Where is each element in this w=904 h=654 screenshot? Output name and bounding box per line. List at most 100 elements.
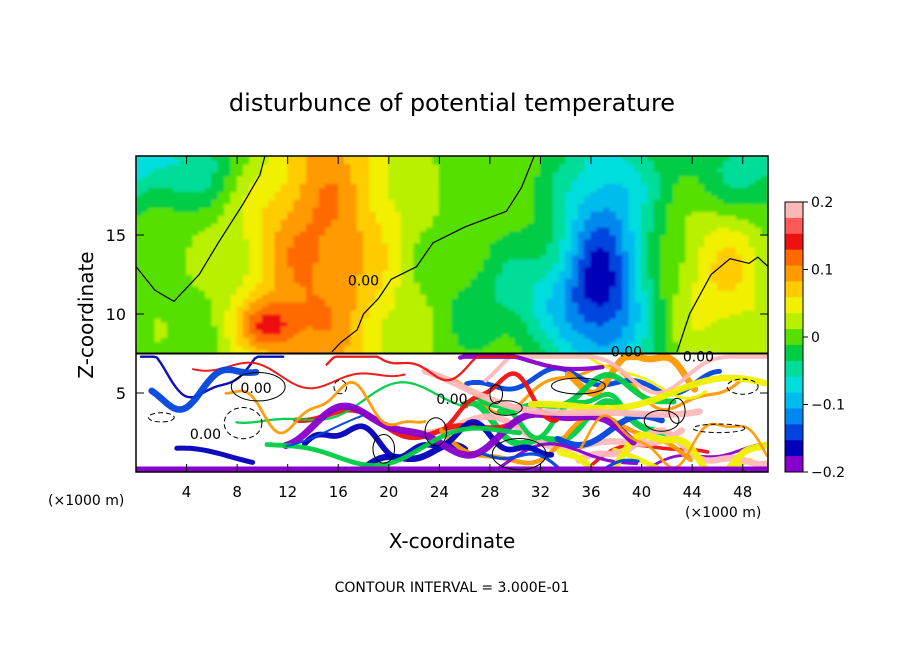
field-cell	[141, 206, 150, 212]
field-cell	[628, 191, 636, 196]
field-cell	[483, 317, 491, 323]
field-cell	[735, 262, 744, 268]
field-cell	[451, 191, 459, 196]
field-cell	[679, 222, 687, 228]
field-cell	[457, 277, 466, 283]
field-cell	[249, 317, 257, 323]
field-cell	[723, 218, 731, 224]
field-cell	[603, 345, 611, 351]
field-cell	[729, 281, 737, 287]
field-cell	[464, 202, 472, 208]
field-cell	[697, 234, 706, 240]
field-cell	[306, 246, 314, 252]
field-cell	[192, 274, 200, 279]
field-cell	[179, 341, 188, 347]
field-cell	[445, 210, 453, 216]
field-cell	[546, 281, 554, 287]
field-cell	[312, 289, 320, 295]
field-cell	[293, 226, 301, 232]
field-cell	[710, 156, 718, 161]
field-cell	[217, 156, 225, 161]
field-cell	[697, 293, 706, 299]
field-cell	[742, 159, 750, 165]
field-cell	[590, 254, 598, 260]
field-cell	[609, 274, 617, 279]
field-cell	[381, 274, 390, 279]
field-cell	[141, 325, 150, 331]
field-cell	[679, 317, 687, 323]
field-cell	[242, 281, 251, 287]
field-cell	[571, 226, 579, 232]
field-cell	[666, 305, 674, 311]
field-cell	[400, 214, 409, 220]
field-cell	[634, 222, 643, 228]
field-cell	[173, 198, 181, 204]
field-cell	[356, 313, 365, 319]
field-cell	[388, 309, 396, 315]
field-cell	[483, 270, 491, 275]
field-cell	[628, 341, 636, 347]
field-cell	[413, 226, 421, 232]
field-cell	[160, 274, 169, 279]
field-cell	[748, 179, 756, 185]
field-cell	[697, 337, 706, 343]
field-cell	[375, 349, 383, 354]
field-cell	[413, 195, 421, 200]
field-cell	[697, 218, 706, 224]
field-cell	[167, 195, 175, 200]
field-cell	[552, 313, 560, 319]
field-cell	[160, 337, 169, 343]
field-cell	[697, 183, 706, 189]
field-cell	[565, 329, 573, 335]
field-cell	[622, 187, 630, 193]
field-cell	[464, 325, 472, 331]
field-cell	[293, 191, 301, 196]
field-cell	[344, 305, 352, 311]
field-cell	[381, 258, 390, 264]
field-cell	[369, 171, 377, 177]
field-cell	[470, 285, 478, 291]
field-cell	[350, 274, 358, 279]
field-cell	[407, 281, 415, 287]
field-cell	[274, 195, 282, 200]
field-cell	[369, 222, 377, 228]
field-cell	[723, 183, 731, 189]
field-cell	[223, 198, 232, 204]
field-cell	[198, 313, 207, 319]
field-cell	[375, 313, 383, 319]
field-cell	[584, 266, 592, 272]
field-cell	[445, 349, 453, 354]
field-cell	[369, 183, 377, 189]
field-cell	[508, 297, 516, 303]
field-cell	[192, 175, 200, 181]
field-cell	[344, 341, 352, 347]
field-cell	[280, 345, 289, 351]
field-cell	[394, 210, 402, 216]
field-cell	[577, 210, 586, 216]
field-cell	[565, 242, 573, 248]
field-cell	[716, 179, 725, 185]
field-cell	[685, 163, 693, 169]
field-cell	[533, 195, 541, 200]
field-cell	[603, 317, 611, 323]
field-cell	[590, 250, 598, 256]
field-cell	[274, 238, 282, 244]
field-cell	[268, 313, 276, 319]
field-cell	[306, 305, 314, 311]
field-cell	[590, 305, 598, 311]
field-cell	[660, 313, 668, 319]
field-cell	[280, 274, 289, 279]
field-cell	[154, 341, 162, 347]
field-cell	[268, 349, 276, 354]
field-cell	[211, 349, 219, 354]
field-cell	[691, 163, 699, 169]
field-cell	[445, 333, 453, 339]
field-cell	[521, 309, 529, 315]
field-cell	[464, 258, 472, 264]
field-cell	[192, 285, 200, 291]
field-cell	[723, 305, 731, 311]
field-cell	[603, 246, 611, 252]
field-cell	[609, 329, 617, 335]
field-cell	[375, 341, 383, 347]
field-cell	[451, 202, 459, 208]
